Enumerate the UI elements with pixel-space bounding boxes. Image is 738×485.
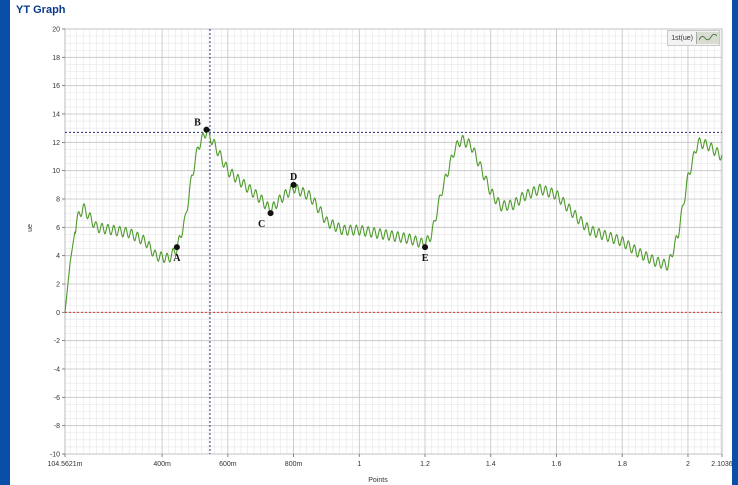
annotation-label: E	[422, 253, 429, 264]
annotation-point	[422, 244, 429, 251]
series-layer	[64, 128, 723, 313]
wave-icon	[699, 34, 717, 41]
window-title: YT Graph	[16, 4, 66, 16]
y-tick-label: 12	[52, 140, 60, 147]
legend-series-swatch	[696, 32, 719, 44]
annotation-label: D	[290, 172, 297, 183]
x-tick-label: 1.6	[552, 461, 562, 468]
x-tick-label: 104.5621m	[47, 461, 82, 468]
y-tick-label: 6	[56, 225, 60, 232]
y-tick-label: 10	[52, 168, 60, 175]
y-tick-label: -4	[54, 367, 60, 374]
annotation-label: B	[194, 118, 201, 129]
annotation-label: C	[258, 219, 265, 230]
annotation-point	[290, 181, 297, 188]
annotation-label: A	[173, 253, 181, 264]
annotations: A B C D E	[173, 118, 428, 265]
y-tick-label: 4	[56, 253, 60, 260]
y-tick-label: 0	[56, 310, 60, 317]
series-line	[64, 128, 723, 313]
annotation-point	[173, 244, 180, 251]
y-tick-label: -10	[50, 452, 60, 459]
x-tick-label: 600m	[219, 461, 237, 468]
x-tick-label: 1.4	[486, 461, 496, 468]
x-tick-label: 800m	[285, 461, 303, 468]
cursor-layer[interactable]	[65, 29, 722, 454]
y-tick-label: 18	[52, 55, 60, 62]
y-tick-label: 16	[52, 83, 60, 90]
x-tick-label: 1.8	[617, 461, 627, 468]
x-axis-label: Points	[368, 477, 388, 484]
y-axis-label: ue	[27, 224, 34, 232]
y-tick-label: 8	[56, 197, 60, 204]
x-tick-label: 400m	[153, 461, 171, 468]
y-tick-label: -8	[54, 423, 60, 430]
x-tick-label: 1	[357, 461, 361, 468]
x-tick-label: 2.1036	[711, 461, 732, 468]
y-tick-label: -2	[54, 338, 60, 345]
y-tick-label: 14	[52, 112, 60, 119]
y-tick-label: 20	[52, 27, 60, 34]
y-tick-label: -6	[54, 395, 60, 402]
y-tick-label: 2	[56, 282, 60, 289]
x-tick-label: 2	[686, 461, 690, 468]
legend-series-label: 1st(ue)	[671, 34, 693, 42]
annotation-point	[267, 210, 274, 217]
x-tick-label: 1.2	[420, 461, 430, 468]
legend[interactable]: 1st(ue)	[667, 30, 720, 46]
annotation-point	[203, 126, 210, 133]
